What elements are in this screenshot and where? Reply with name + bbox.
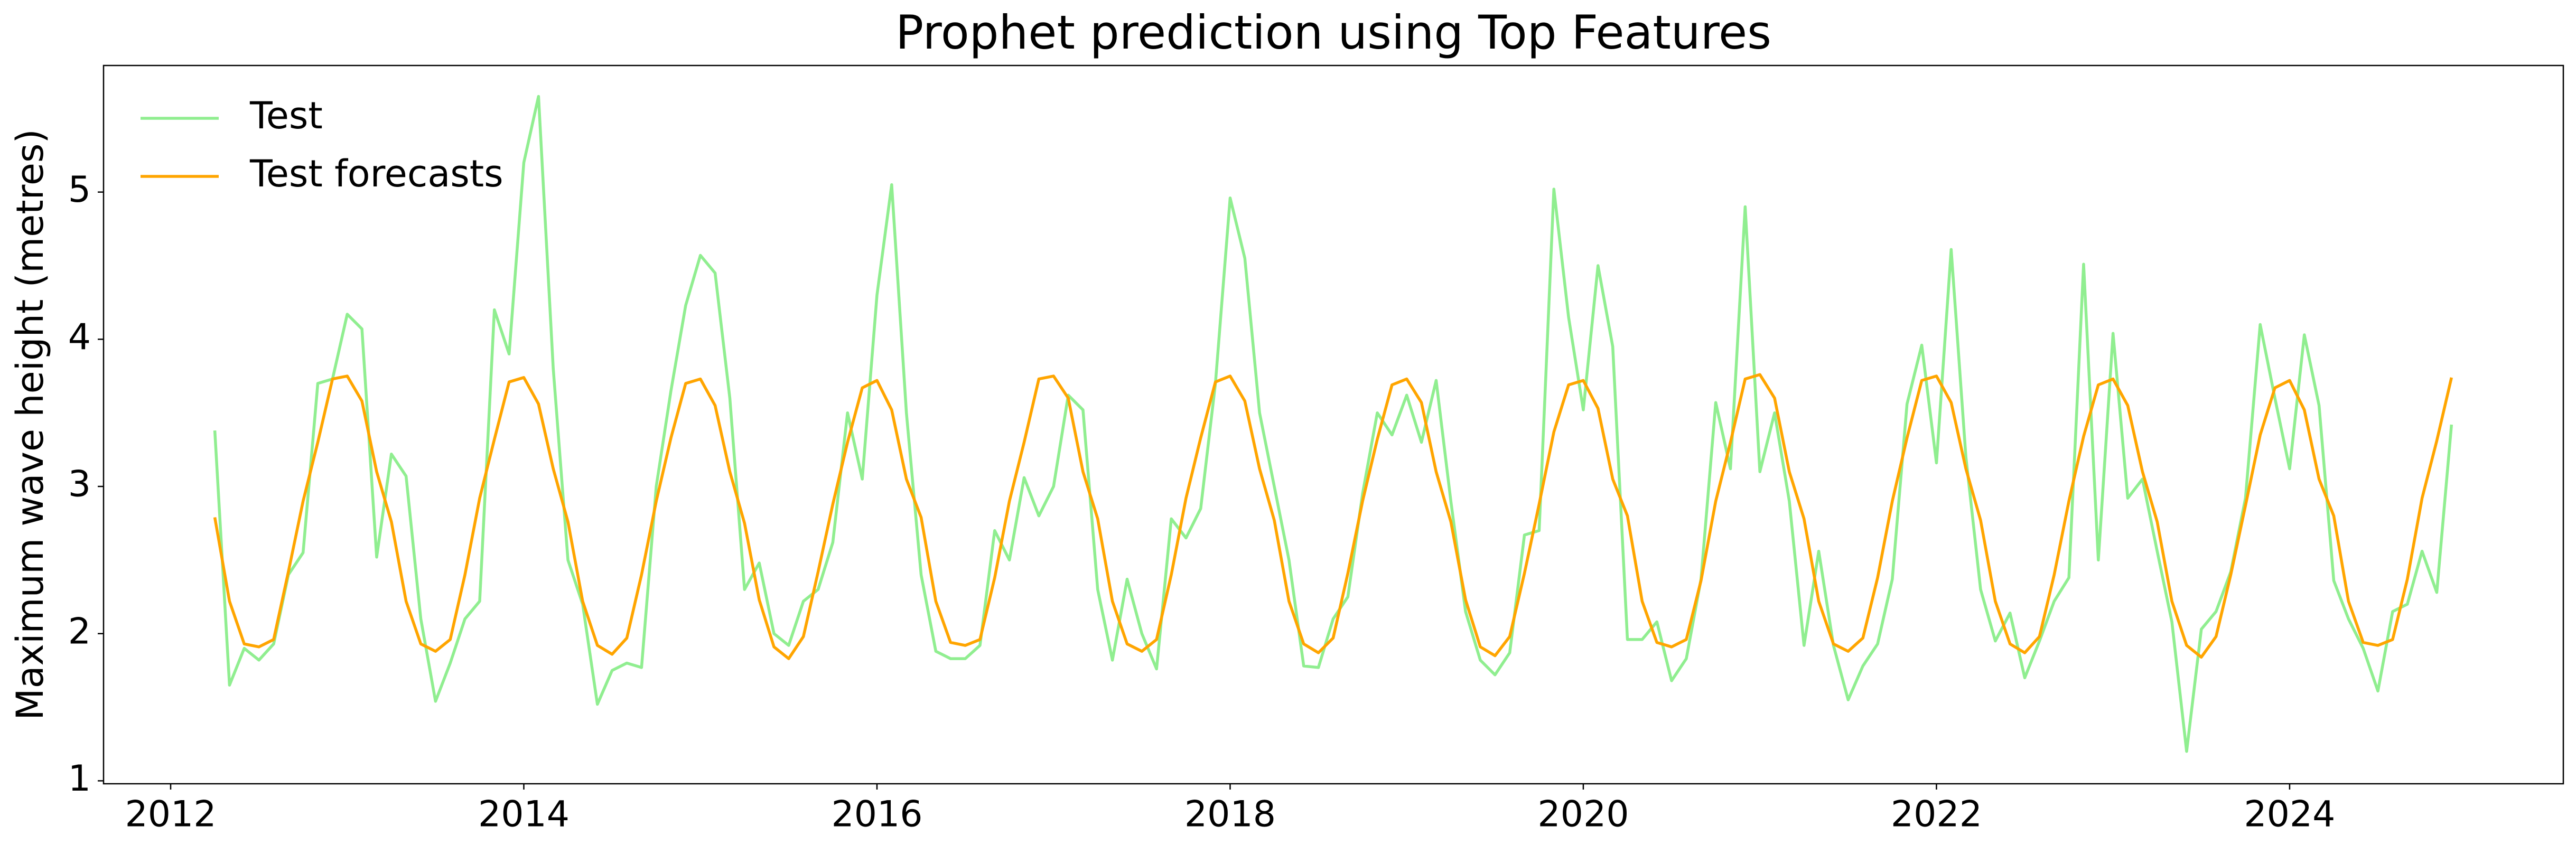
x-tick-label: 2022: [1891, 794, 1982, 836]
legend-label: Test: [249, 94, 323, 137]
x-tick-label: 2014: [478, 794, 570, 836]
chart-title: Prophet prediction using Top Features: [895, 5, 1771, 60]
y-tick-label: 5: [68, 169, 91, 211]
x-tick-label: 2016: [831, 794, 922, 836]
y-axis-label: Maximum wave height (metres): [8, 129, 52, 720]
x-tick-label: 2018: [1184, 794, 1276, 836]
x-tick-label: 2012: [125, 794, 216, 836]
y-tick-label: 3: [68, 464, 91, 505]
legend-label: Test forecasts: [249, 152, 503, 195]
y-tick-label: 4: [68, 316, 91, 358]
plot-frame: [102, 64, 2564, 785]
series-line: [213, 373, 2453, 660]
y-tick-label: 2: [68, 611, 91, 652]
x-tick-label: 2020: [1537, 794, 1629, 836]
x-tick-label: 2024: [2244, 794, 2335, 836]
series-line: [213, 95, 2453, 753]
y-tick-label: 1: [68, 758, 91, 800]
